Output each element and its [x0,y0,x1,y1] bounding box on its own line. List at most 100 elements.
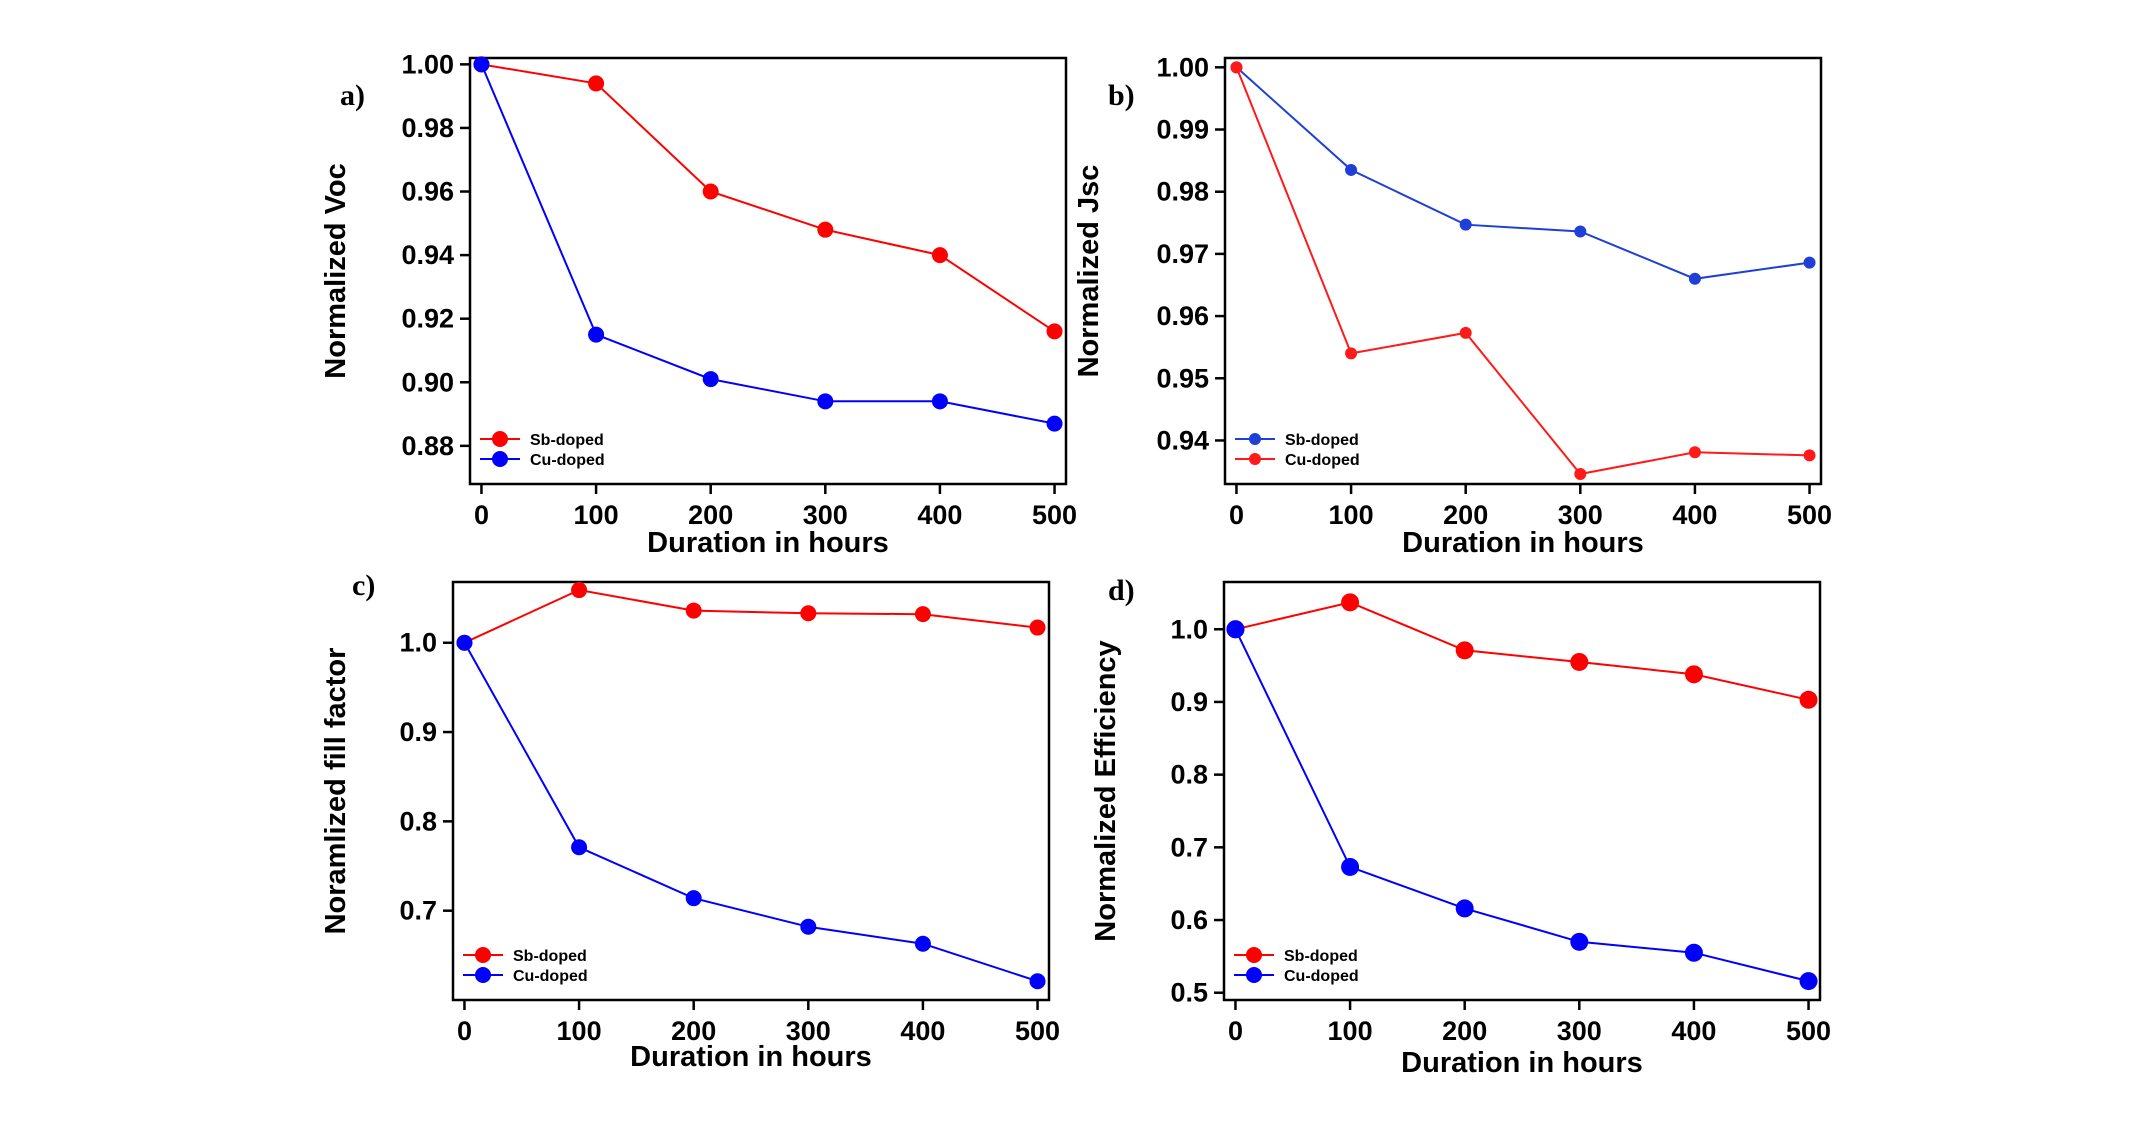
y-axis-title: Normalized Jsc [1073,165,1105,378]
y-tick-label: 0.88 [401,431,454,461]
data-point [1684,665,1703,684]
data-point [685,602,702,619]
data-point [1570,932,1589,951]
x-tick-label: 200 [1442,1016,1487,1046]
y-tick-label: 0.90 [401,367,454,397]
x-tick-label: 0 [457,1016,472,1046]
x-tick-label: 300 [786,1016,831,1046]
data-point [1455,641,1474,660]
x-tick-label: 0 [1229,500,1244,530]
data-point [1459,218,1472,231]
x-tick-label: 400 [1672,500,1717,530]
data-point [800,605,817,622]
plot-frame [468,56,1068,486]
y-tick-label: 0.9 [399,717,437,747]
plot-frame [451,580,1051,1002]
legend-label: Cu-doped [1285,452,1360,469]
x-tick-label: 0 [474,500,489,530]
data-point [1459,326,1472,339]
y-axis-title: Normalized Voc [320,163,352,378]
panel-label: d) [1108,574,1135,607]
chart-panel-1: 0 100 200 300 400 500 0.88 0.90 0.92 0.94 0.96 0.98… [320,49,1077,559]
x-tick-label: 300 [1558,500,1603,530]
data-point [1046,415,1063,432]
data-point [1574,468,1587,481]
plot-frame [1222,580,1822,1002]
data-point [1803,256,1816,269]
data-point [914,935,931,952]
x-tick-label: 500 [1786,1016,1831,1046]
data-point [1046,323,1063,340]
y-axis-title: Noramlized fill factor [320,648,352,935]
data-point [1345,163,1358,176]
data-point [931,247,948,264]
series-line-sb-doped [1235,601,1809,701]
y-tick-label: 1.00 [1156,52,1209,82]
y-tick-label: 0.5 [1170,978,1208,1008]
x-tick-label: 300 [803,500,848,530]
y-tick-label: 0.94 [1156,425,1209,455]
legend-label: Cu-doped [1284,968,1359,985]
x-tick-label: 100 [1328,1016,1373,1046]
data-point [914,606,931,623]
y-tick-label: 1.00 [401,49,454,79]
legend-label: Sb-doped [513,948,587,965]
y-tick-label: 1.0 [399,628,437,658]
series-line-cu-doped [463,642,1038,983]
legend-label: Sb-doped [1284,948,1358,965]
data-point [1341,593,1360,612]
panel-label: a) [340,79,365,112]
y-tick-label: 0.99 [1156,115,1209,145]
y-tick-label: 0.97 [1156,239,1209,269]
plot-frame [1223,56,1823,486]
data-point [1570,652,1589,671]
legend-marker [492,431,508,447]
data-point [1455,899,1474,918]
data-point [473,56,490,73]
data-point [1684,943,1703,962]
x-axis-title: Duration in hours [1401,1047,1643,1079]
data-point [571,582,588,599]
data-point [800,918,817,935]
x-tick-label: 300 [1557,1016,1602,1046]
series-line-sb-doped [481,63,1056,333]
legend-marker [492,451,508,467]
legend-marker [475,967,491,983]
data-point [1799,690,1818,709]
data-point [1341,857,1360,876]
data-point [1226,620,1245,639]
x-axis-title: Duration in hours [1402,527,1644,559]
chart-panel-3: 0 100 200 300 400 500 0.7 0.8 0.9 1.0 Duration in … [320,569,1060,1073]
chart-panel-2: 0 100 200 300 400 500 0.94 0.95 0.96 0.97 0.98 0.99… [1073,52,1832,559]
data-point [931,393,948,410]
x-axis-title: Duration in hours [630,1041,872,1073]
x-tick-label: 0 [1228,1016,1243,1046]
y-tick-label: 0.7 [1170,832,1208,862]
data-point [1029,973,1046,990]
data-point [702,183,719,200]
x-tick-label: 100 [574,500,619,530]
data-point [1688,446,1701,459]
x-tick-label: 200 [1443,500,1488,530]
y-tick-label: 1.0 [1170,614,1208,644]
y-axis-title: Normalized Efficiency [1090,640,1122,941]
x-axis-title: Duration in hours [647,527,889,559]
x-tick-label: 500 [1015,1016,1060,1046]
series-line-sb-doped [464,588,1038,644]
series-line-cu-doped [1234,628,1809,983]
legend-marker [1249,453,1261,465]
x-tick-label: 500 [1787,500,1832,530]
data-point [1688,272,1701,285]
series-line-sb-doped [1235,66,1810,280]
x-tick-label: 500 [1032,500,1077,530]
x-tick-label: 400 [900,1016,945,1046]
y-tick-label: 0.8 [1170,760,1208,790]
panel-label: c) [352,569,375,602]
series-line-cu-doped [1235,66,1810,476]
series-line-cu-doped [480,64,1055,425]
x-tick-label: 400 [917,500,962,530]
data-point [817,221,834,238]
x-tick-label: 100 [1329,500,1374,530]
data-point [571,839,588,856]
